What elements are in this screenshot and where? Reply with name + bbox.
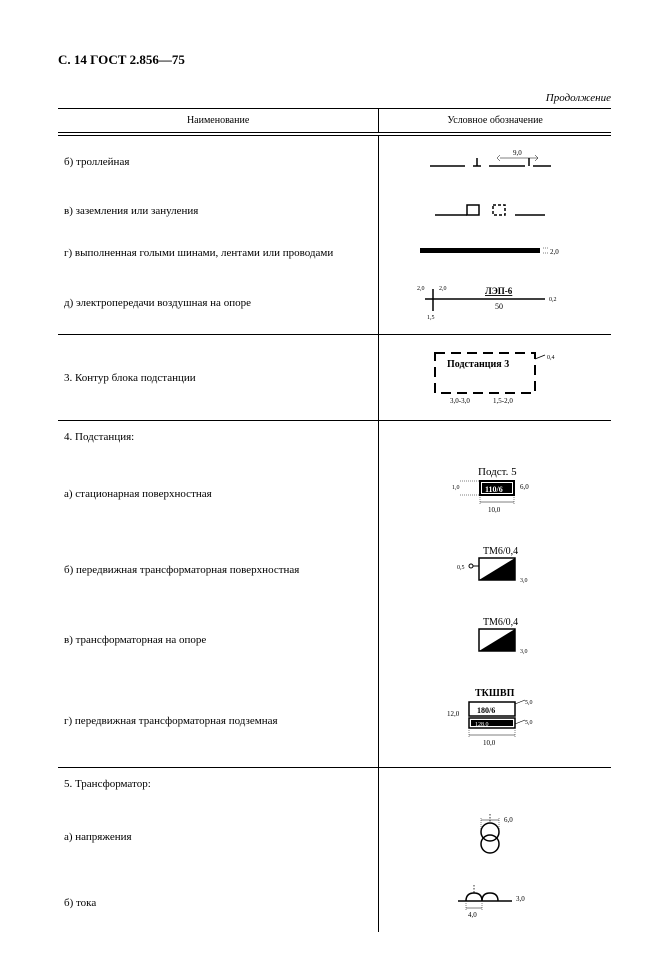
table-row: 4. Подстанция: [58, 421, 611, 454]
continuation-label: Продолжение [58, 92, 611, 104]
trolley-symbol-icon: 9,0 [425, 146, 565, 174]
table-row: г) выполненная голыми шинами, лентами ил… [58, 234, 611, 271]
overhead-symbol-icon: ЛЭП-6 50 2,0 2,0 1,5 0,2 [415, 281, 575, 321]
row-label: б) троллейная [58, 136, 379, 188]
svg-text:180/6: 180/6 [477, 706, 495, 715]
svg-text:Подстанция 3: Подстанция 3 [447, 359, 509, 370]
svg-text:10,0: 10,0 [488, 506, 501, 514]
svg-text:1,5: 1,5 [427, 315, 435, 321]
svg-text:ТКШВП: ТКШВП [475, 688, 515, 699]
col-name: Наименование [58, 109, 379, 133]
svg-text:3,0: 3,0 [520, 649, 528, 655]
table-row: а) напряжения 6,0 [58, 800, 611, 873]
svg-text:110/6: 110/6 [485, 485, 503, 494]
svg-text:12,0: 12,0 [447, 710, 460, 718]
row-label: а) напряжения [58, 800, 379, 873]
svg-text:4,0: 4,0 [468, 911, 477, 919]
table-row: а) стационарная поверхностная Подст. 5 1… [58, 453, 611, 534]
svg-text:0,5: 0,5 [457, 565, 465, 571]
svg-text:3,0: 3,0 [520, 578, 528, 584]
substation-block-icon: Подстанция 3 0,4 3,0-3,0 1,5-2,0 [415, 345, 575, 407]
svg-text:2,0: 2,0 [439, 286, 447, 292]
row-label: г) передвижная трансформаторная подземна… [58, 674, 379, 768]
row-label: д) электропередачи воздушная на опоре [58, 271, 379, 335]
ground-symbol-icon [425, 197, 565, 221]
svg-text:ТМ6/0,4: ТМ6/0,4 [483, 617, 518, 628]
busbar-symbol-icon: 2,0 [415, 244, 575, 258]
table-row: г) передвижная трансформаторная подземна… [58, 674, 611, 768]
svg-text:0,2: 0,2 [549, 297, 557, 303]
table-row: в) заземления или зануления [58, 187, 611, 234]
row-label: а) стационарная поверхностная [58, 453, 379, 534]
svg-text:9,0: 9,0 [513, 149, 522, 157]
svg-text:5,0: 5,0 [525, 720, 533, 726]
table-row: б) тока 3,0 4,0 [58, 873, 611, 932]
table-row: 3. Контур блока подстанции Подстанция 3 … [58, 335, 611, 421]
row-label: 4. Подстанция: [58, 421, 379, 454]
svg-text:ТМ6/0,4: ТМ6/0,4 [483, 546, 518, 557]
svg-text:2,0: 2,0 [550, 248, 559, 256]
svg-text:128,0: 128,0 [475, 722, 489, 728]
svg-text:1,0: 1,0 [452, 485, 460, 491]
row-label: б) передвижная трансформаторная поверхно… [58, 534, 379, 605]
row-label: б) тока [58, 873, 379, 932]
svg-text:50: 50 [495, 302, 503, 311]
page-header: С. 14 ГОСТ 2.856—75 [58, 52, 611, 68]
underground-icon: ТКШВП 180/6 128,0 12,0 5,0 5,0 [425, 684, 565, 754]
svg-text:Подст. 5: Подст. 5 [478, 466, 517, 478]
svg-text:6,0: 6,0 [520, 483, 529, 491]
mobile-surface-icon: ТМ6/0,4 0,5 3,0 [435, 544, 555, 592]
stationary-surface-icon: Подст. 5 110/6 1,0 6,0 10,0 [430, 463, 560, 521]
svg-text:6,0: 6,0 [504, 816, 513, 824]
on-pole-icon: ТМ6/0,4 3,0 [435, 615, 555, 661]
row-label: 3. Контур блока подстанции [58, 335, 379, 421]
row-label: 5. Трансформатор: [58, 768, 379, 801]
svg-text:3,0-3,0: 3,0-3,0 [450, 397, 470, 405]
svg-text:2,0: 2,0 [417, 286, 425, 292]
svg-text:0,4: 0,4 [547, 355, 555, 361]
table-row: д) электропередачи воздушная на опоре ЛЭ… [58, 271, 611, 335]
col-symbol: Условное обозначение [379, 109, 611, 133]
row-label: в) трансформаторная на опоре [58, 605, 379, 674]
svg-text:10,0: 10,0 [483, 739, 496, 747]
table-row: б) передвижная трансформаторная поверхно… [58, 534, 611, 605]
table-row: 5. Трансформатор: [58, 768, 611, 801]
row-label: г) выполненная голыми шинами, лентами ил… [58, 234, 379, 271]
table-row: в) трансформаторная на опоре ТМ6/0,4 3,0 [58, 605, 611, 674]
voltage-transformer-icon: 6,0 [450, 810, 540, 860]
table-row: б) троллейная 9,0 [58, 136, 611, 188]
current-transformer-icon: 3,0 4,0 [440, 883, 550, 919]
row-label: в) заземления или зануления [58, 187, 379, 234]
svg-text:1,5-2,0: 1,5-2,0 [493, 397, 513, 405]
symbols-table: Наименование Условное обозначение б) тро… [58, 108, 611, 932]
svg-text:3,0: 3,0 [516, 895, 525, 903]
svg-text:ЛЭП-6: ЛЭП-6 [485, 286, 513, 296]
svg-text:5,0: 5,0 [525, 700, 533, 706]
